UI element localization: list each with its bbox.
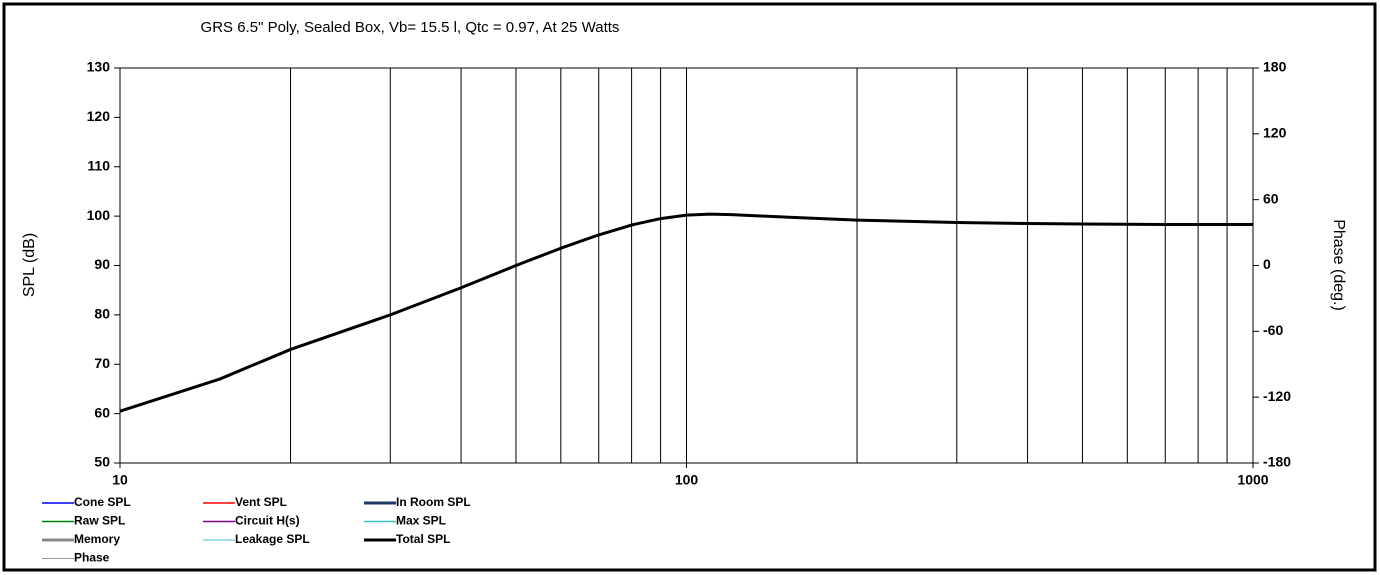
y-tick-label: 100 <box>87 207 111 223</box>
legend-label: In Room SPL <box>396 495 471 509</box>
series-line <box>119 212 1253 413</box>
legend-label: Max SPL <box>396 514 446 528</box>
y-axis-label: SPL (dB) <box>21 233 38 297</box>
y-tick-label: 110 <box>87 157 110 173</box>
legend-label: Phase <box>74 551 110 565</box>
y2-tick-label: -60 <box>1263 322 1283 338</box>
y-tick-label: 120 <box>87 108 111 124</box>
y2-tick-label: 60 <box>1263 190 1279 206</box>
x-tick-label: 100 <box>675 472 699 488</box>
y-tick-label: 90 <box>94 256 110 272</box>
legend-label: Vent SPL <box>235 495 287 509</box>
y-tick-label: 80 <box>94 306 110 322</box>
x-tick-label: 1000 <box>1237 472 1268 488</box>
legend-label: Raw SPL <box>74 514 125 528</box>
legend-label: Cone SPL <box>74 495 131 509</box>
legend-label: Circuit H(s) <box>235 514 300 528</box>
legend-label: Total SPL <box>396 532 450 546</box>
y-tick-label: 50 <box>94 454 110 470</box>
y2-tick-label: 0 <box>1263 256 1271 272</box>
x-tick-label: 10 <box>112 472 128 488</box>
legend-label: Leakage SPL <box>235 532 310 546</box>
y2-tick-label: 180 <box>1263 59 1287 75</box>
chart-title: GRS 6.5" Poly, Sealed Box, Vb= 15.5 l, Q… <box>201 19 620 36</box>
y-tick-label: 130 <box>87 59 111 75</box>
y-tick-label: 70 <box>94 355 110 371</box>
y2-tick-label: -180 <box>1263 454 1291 470</box>
y2-tick-label: 120 <box>1263 125 1287 141</box>
y2-axis-label: Phase (deg.) <box>1330 219 1347 311</box>
y2-tick-label: -120 <box>1263 388 1291 404</box>
y-tick-label: 60 <box>94 404 110 420</box>
legend-label: Memory <box>74 532 120 546</box>
